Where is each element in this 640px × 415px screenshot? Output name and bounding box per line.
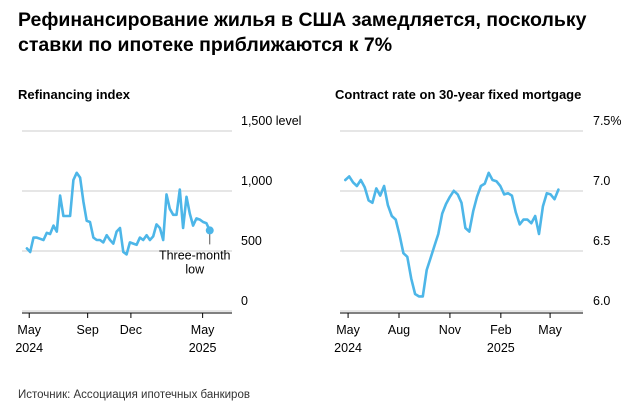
rate-chart: 7.5% 7.0 6.5 6.0 May 2024 Aug Nov Feb 2025 May [334, 114, 621, 355]
rate-ytick-label: 6.5 [593, 234, 610, 248]
refi-ytick-label: 1,000 [241, 174, 272, 188]
rate-xtick-year: 2024 [334, 341, 362, 355]
rate-xtick-year: 2025 [487, 341, 515, 355]
rate-xtick-label: Feb [490, 323, 512, 337]
refi-xtick-year: 2025 [189, 341, 217, 355]
refi-ytick-label: 0 [241, 294, 248, 308]
rate-ytick-label: 7.0 [593, 174, 610, 188]
refi-ytick-label: 1,500 level [241, 114, 301, 128]
rate-series-line [343, 171, 560, 298]
refi-xtick-year: 2024 [15, 341, 43, 355]
rate-xtick-label: Aug [388, 323, 410, 337]
refi-xtick-label: May [191, 323, 215, 337]
rate-xtick-label: Nov [439, 323, 462, 337]
refinancing-panel-title: Refinancing index [18, 87, 130, 102]
source-note: Источник: Ассоциация ипотечных банкиров [18, 389, 250, 401]
refi-annotation-label: low [185, 262, 205, 276]
refi-annotation-marker [205, 226, 214, 235]
refi-series-line [25, 171, 211, 256]
refi-ytick-label: 500 [241, 234, 262, 248]
rate-ytick-label: 7.5% [593, 114, 622, 128]
refi-chart: 1,500 level 1,000 500 0 May 2024 Sep Dec May 2025… [15, 114, 301, 355]
refi-xtick-label: Sep [77, 323, 99, 337]
chart-headline: Рефинансирование жилья в США замедляется… [18, 9, 587, 56]
mortgage-rate-panel-title: Contract rate on 30-year fixed mortgage [335, 87, 582, 102]
rate-xtick-label: May [336, 323, 360, 337]
refi-annotation-label: Three-month [159, 248, 231, 262]
refi-xtick-label: May [17, 323, 41, 337]
rate-ytick-label: 6.0 [593, 294, 610, 308]
refi-xtick-label: Dec [120, 323, 142, 337]
rate-xtick-label: May [538, 323, 562, 337]
